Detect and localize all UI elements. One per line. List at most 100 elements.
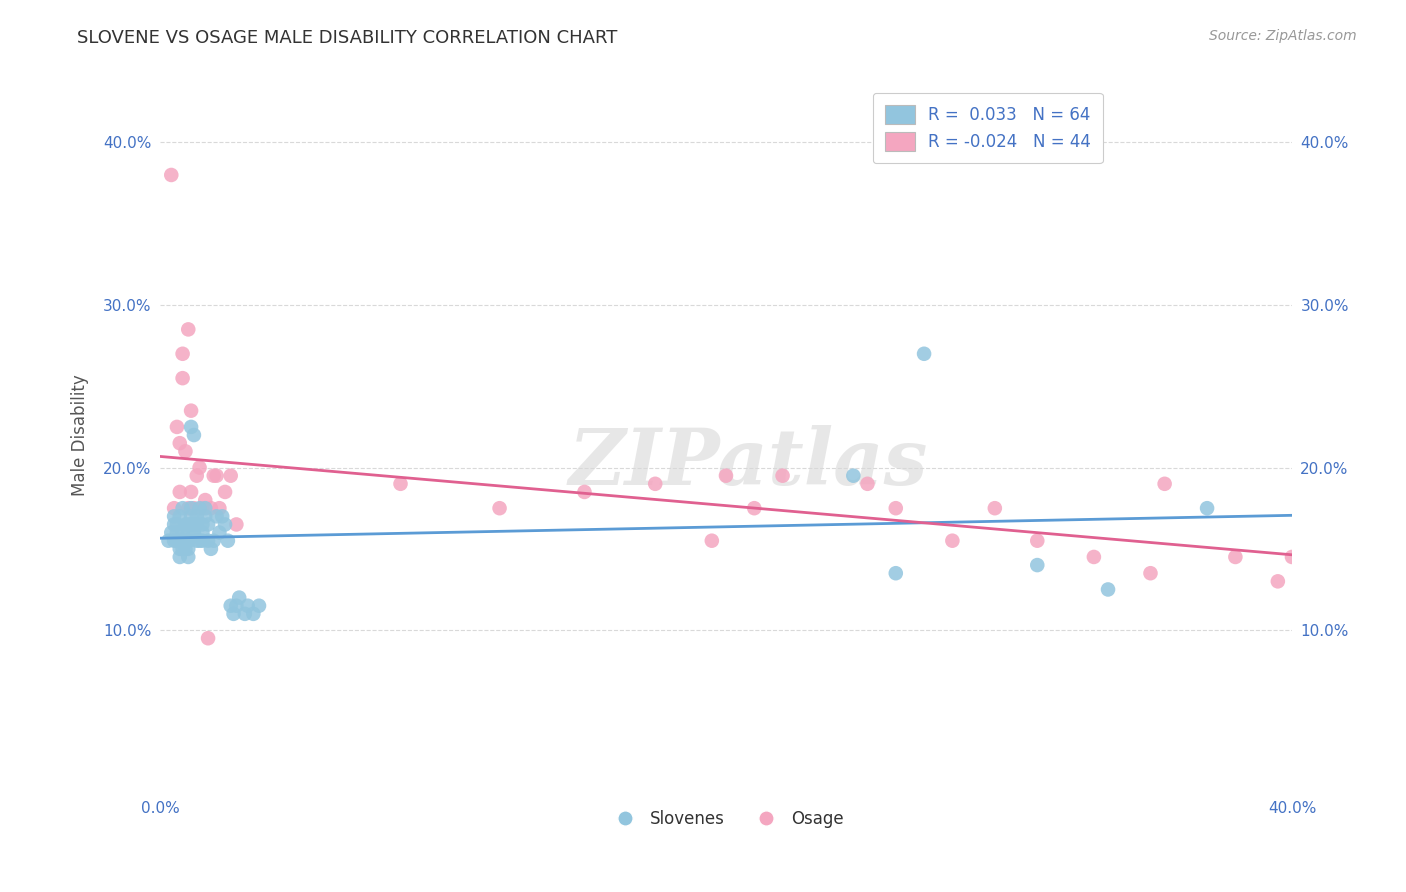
Point — [1026, 558, 1049, 573]
Point — [202, 468, 225, 483]
Point — [1097, 582, 1119, 597]
Point — [188, 501, 211, 516]
Point — [177, 501, 200, 516]
Point — [194, 501, 217, 516]
Point — [172, 525, 194, 540]
Point — [884, 566, 907, 581]
Point — [574, 485, 596, 500]
Point — [163, 509, 186, 524]
Point — [160, 525, 183, 540]
Point — [242, 607, 264, 621]
Point — [191, 533, 214, 548]
Point — [194, 493, 217, 508]
Point — [389, 476, 412, 491]
Point — [205, 468, 228, 483]
Text: Source: ZipAtlas.com: Source: ZipAtlas.com — [1209, 29, 1357, 44]
Point — [842, 468, 865, 483]
Point — [177, 541, 200, 556]
Point — [228, 591, 250, 605]
Point — [247, 599, 270, 613]
Point — [177, 549, 200, 564]
Point — [225, 517, 247, 532]
Point — [166, 517, 188, 532]
Point — [884, 501, 907, 516]
Point — [225, 599, 247, 613]
Point — [183, 501, 205, 516]
Point — [183, 525, 205, 540]
Point — [174, 517, 197, 532]
Point — [169, 533, 191, 548]
Point — [772, 468, 794, 483]
Point — [166, 420, 188, 434]
Point — [188, 460, 211, 475]
Point — [177, 533, 200, 548]
Point — [172, 541, 194, 556]
Legend: Slovenes, Osage: Slovenes, Osage — [602, 803, 851, 834]
Point — [169, 436, 191, 450]
Point — [217, 533, 239, 548]
Point — [214, 485, 236, 500]
Point — [180, 509, 202, 524]
Point — [157, 533, 180, 548]
Point — [488, 501, 510, 516]
Point — [169, 485, 191, 500]
Point — [180, 403, 202, 417]
Point — [200, 541, 222, 556]
Point — [180, 517, 202, 532]
Point — [172, 347, 194, 361]
Point — [172, 501, 194, 516]
Point — [984, 501, 1007, 516]
Point — [644, 476, 666, 491]
Point — [219, 468, 242, 483]
Point — [163, 533, 186, 548]
Point — [202, 533, 225, 548]
Point — [219, 599, 242, 613]
Point — [1281, 549, 1303, 564]
Point — [183, 517, 205, 532]
Point — [856, 476, 879, 491]
Point — [186, 509, 208, 524]
Point — [177, 525, 200, 540]
Point — [172, 371, 194, 385]
Point — [191, 517, 214, 532]
Point — [205, 509, 228, 524]
Point — [236, 599, 259, 613]
Point — [1225, 549, 1247, 564]
Point — [200, 501, 222, 516]
Point — [186, 468, 208, 483]
Point — [169, 549, 191, 564]
Point — [186, 533, 208, 548]
Point — [180, 501, 202, 516]
Point — [186, 517, 208, 532]
Point — [208, 501, 231, 516]
Point — [166, 525, 188, 540]
Point — [191, 525, 214, 540]
Point — [1153, 476, 1175, 491]
Point — [1267, 574, 1289, 589]
Point — [700, 533, 723, 548]
Point — [191, 501, 214, 516]
Point — [1139, 566, 1161, 581]
Point — [188, 533, 211, 548]
Point — [183, 428, 205, 442]
Point — [1083, 549, 1105, 564]
Point — [214, 517, 236, 532]
Point — [208, 525, 231, 540]
Point — [1197, 501, 1219, 516]
Point — [177, 517, 200, 532]
Point — [160, 168, 183, 182]
Point — [180, 420, 202, 434]
Point — [197, 517, 219, 532]
Text: SLOVENE VS OSAGE MALE DISABILITY CORRELATION CHART: SLOVENE VS OSAGE MALE DISABILITY CORRELA… — [77, 29, 617, 47]
Point — [174, 533, 197, 548]
Point — [174, 444, 197, 458]
Point — [174, 541, 197, 556]
Text: ZIPatlas: ZIPatlas — [569, 425, 928, 502]
Point — [197, 533, 219, 548]
Point — [941, 533, 963, 548]
Point — [912, 347, 935, 361]
Point — [169, 509, 191, 524]
Point — [166, 533, 188, 548]
Point — [172, 533, 194, 548]
Y-axis label: Male Disability: Male Disability — [72, 374, 89, 496]
